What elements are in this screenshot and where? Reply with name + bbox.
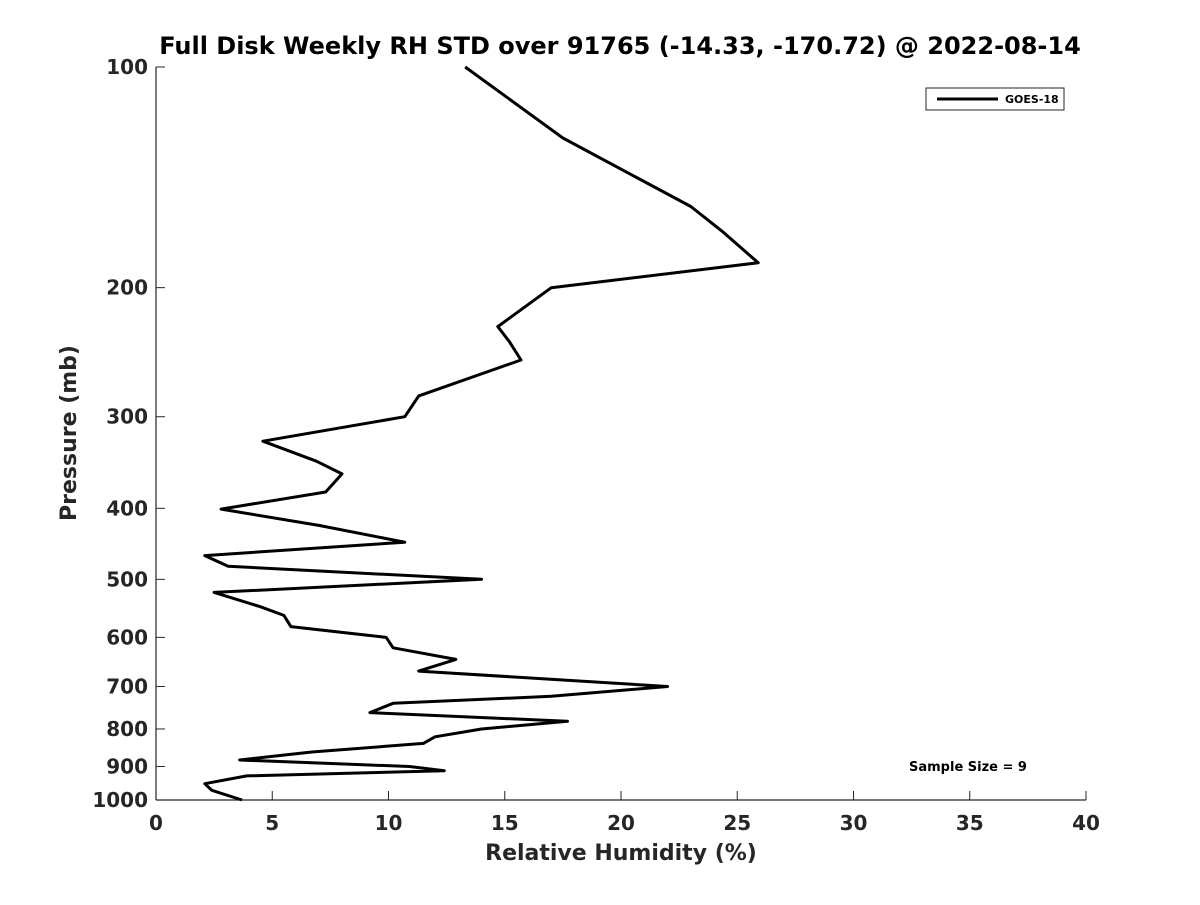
x-tick-label: 15: [491, 811, 519, 835]
y-ticks: 100 200 300 400 500 600 700 800 900 1000: [92, 55, 165, 812]
legend: GOES-18: [925, 87, 1065, 111]
y-tick-label: 900: [106, 754, 148, 778]
x-tick-label: 20: [607, 811, 635, 835]
y-tick-label: 400: [106, 496, 148, 520]
sample-size-annotation: Sample Size = 9: [909, 760, 1027, 775]
series-layer: [203, 65, 760, 802]
legend-label-goes-18: GOES-18: [1005, 93, 1059, 106]
x-tick-label: 5: [265, 811, 279, 835]
x-tick-label: 25: [723, 811, 751, 835]
x-axis-label: Relative Humidity (%): [485, 841, 757, 866]
x-tick-label: 10: [375, 811, 403, 835]
y-tick-label: 600: [106, 625, 148, 649]
y-tick-label: 500: [106, 567, 148, 591]
y-tick-label: 800: [106, 717, 148, 741]
chart-title: Full Disk Weekly RH STD over 91765 (-14.…: [159, 32, 1081, 60]
y-tick-label: 100: [106, 55, 148, 79]
y-axis-label: Pressure (mb): [57, 345, 82, 521]
y-tick-label: 300: [106, 405, 148, 429]
y-tick-label: 200: [106, 276, 148, 300]
y-tick-label: 700: [106, 674, 148, 698]
x-tick-label: 35: [956, 811, 984, 835]
series-line-goes-18: [203, 65, 760, 802]
y-tick-label: 1000: [92, 788, 148, 812]
x-tick-label: 30: [840, 811, 868, 835]
x-tick-label: 40: [1072, 811, 1100, 835]
x-ticks: 0 5 10 15 20 25 30 35 40: [149, 791, 1100, 835]
x-tick-label: 0: [149, 811, 163, 835]
